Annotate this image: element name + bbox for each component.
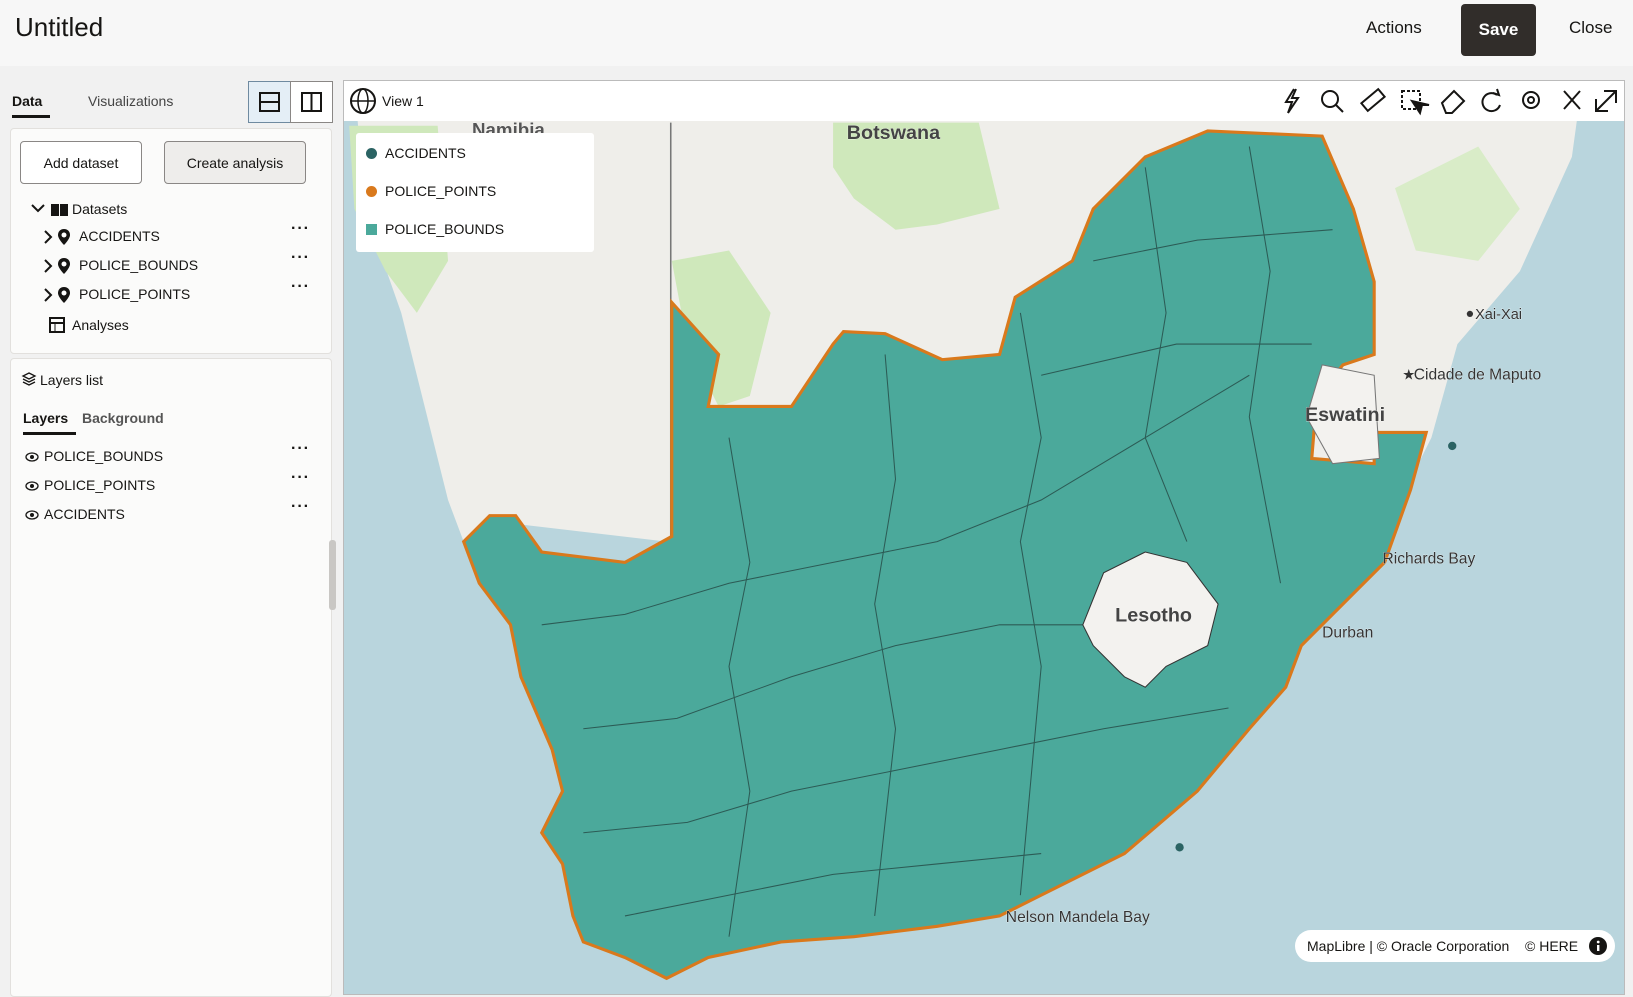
tab[interactable]: Layers <box>23 410 77 435</box>
close-button[interactable]: Close <box>1569 18 1613 37</box>
legend-label: POLICE_POINTS <box>385 183 497 199</box>
add-dataset-button[interactable]: Add dataset <box>20 141 142 184</box>
tab[interactable]: Data <box>12 93 51 118</box>
more-menu[interactable]: ··· <box>291 440 310 457</box>
datasets-label[interactable]: Datasets <box>72 201 128 217</box>
visibility-icon[interactable] <box>25 479 41 491</box>
view-title: View 1 <box>382 93 424 109</box>
place-label: Lesotho <box>1115 605 1192 627</box>
info-icon[interactable] <box>1589 937 1607 955</box>
dataset-item[interactable]: POLICE_POINTS <box>79 286 191 302</box>
svg-text:★: ★ <box>1402 367 1415 383</box>
map-toolbar: View 1 <box>344 81 1624 121</box>
actions-button[interactable]: Actions <box>1366 18 1422 37</box>
legend: ACCIDENTS POLICE_POINTS POLICE_BOUNDS <box>356 133 594 252</box>
layer-item[interactable]: POLICE_BOUNDS <box>44 448 164 464</box>
create-analysis-button[interactable]: Create analysis <box>164 141 306 184</box>
visibility-icon[interactable] <box>25 508 41 520</box>
layout-toggle[interactable] <box>248 81 333 123</box>
place-label: Richards Bay <box>1383 550 1476 567</box>
header: Untitled Actions Save Close <box>0 0 1633 66</box>
tree-icons <box>43 228 73 246</box>
datasets-icon <box>31 204 68 216</box>
tab[interactable]: Visualizations <box>88 93 174 109</box>
tree-icons <box>43 257 73 275</box>
place-label: Botswana <box>847 122 941 144</box>
more-menu[interactable]: ··· <box>291 469 310 486</box>
title: Untitled <box>15 12 104 42</box>
place-label: Durban <box>1322 624 1373 641</box>
visibility-icon[interactable] <box>25 450 41 462</box>
legend-swatch <box>366 224 377 235</box>
layer-item[interactable]: POLICE_POINTS <box>44 477 156 493</box>
legend-swatch <box>366 186 377 197</box>
analyses-icon <box>49 317 65 333</box>
splitter[interactable] <box>329 540 336 610</box>
layers-icon <box>21 372 37 386</box>
save-button[interactable]: Save <box>1461 4 1536 56</box>
place-label: Cidade de Maputo <box>1414 366 1542 383</box>
layers-list-title: Layers list <box>40 372 104 388</box>
attribution-text: MapLibre | © Oracle Corporation <box>1307 938 1510 954</box>
layers-panel: Layers list Layers Background POLICE_BOU… <box>10 358 332 997</box>
attribution: MapLibre | © Oracle Corporation © HERE <box>1295 930 1615 962</box>
more-menu[interactable]: ··· <box>291 278 310 295</box>
attribution-text: © HERE <box>1525 938 1579 954</box>
place-label: Eswatini <box>1305 404 1385 426</box>
tree-icons <box>43 286 73 304</box>
place-label: Xai-Xai <box>1475 307 1522 323</box>
legend-swatch <box>366 148 377 159</box>
more-menu[interactable]: ··· <box>291 220 310 237</box>
tab[interactable]: Background <box>82 410 164 426</box>
legend-label: ACCIDENTS <box>385 145 466 161</box>
map-tools[interactable] <box>1274 85 1619 117</box>
legend-label: POLICE_BOUNDS <box>385 221 505 237</box>
data-panel: Add dataset Create analysis Datasets Ana… <box>10 128 332 354</box>
dataset-item[interactable]: POLICE_BOUNDS <box>79 257 199 273</box>
analyses-label[interactable]: Analyses <box>72 317 129 333</box>
dataset-item[interactable]: ACCIDENTS <box>79 228 160 244</box>
globe-icon <box>350 88 376 114</box>
layer-item[interactable]: ACCIDENTS <box>44 506 125 522</box>
place-label: Nelson Mandela Bay <box>1006 909 1150 926</box>
more-menu[interactable]: ··· <box>291 498 310 515</box>
more-menu[interactable]: ··· <box>291 249 310 266</box>
